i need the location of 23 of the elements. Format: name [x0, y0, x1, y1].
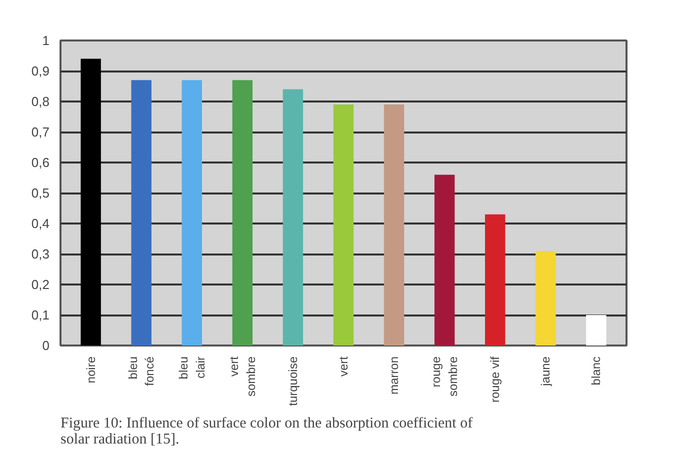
x-tick-label: vert: [336, 356, 350, 377]
y-tick-label: 0,6: [31, 155, 50, 170]
x-tick-label: rouge sombre: [429, 356, 460, 397]
x-tick-label: bleu clair: [176, 356, 208, 380]
y-tick-label: 0,5: [31, 186, 50, 200]
y-tick-label: 1: [42, 33, 50, 48]
x-tick-label: turquoise: [286, 356, 300, 406]
y-tick-label: 0,2: [31, 277, 50, 292]
x-tick-label: marron: [387, 356, 402, 395]
x-tick-label: rouge vif: [488, 356, 502, 403]
x-tick-label: vert sombre: [227, 356, 258, 397]
x-tick-label: blanc: [589, 356, 604, 386]
y-tick-label: 0,7: [31, 124, 50, 140]
y-tick-label: 0: [42, 338, 50, 353]
y-tick-label: 0,4: [31, 216, 50, 231]
x-tick-label: jaune: [538, 356, 553, 387]
y-tick-label: 0,3: [31, 246, 50, 262]
y-tick-label: 0,9: [31, 64, 50, 78]
y-tick-label: 0,1: [31, 308, 50, 322]
x-tick-label: noire: [84, 356, 98, 384]
caption: Figure 10: Influence of surface color on the absorption coefficient of solar radiation [15].: [60, 416, 473, 448]
y-tick-label: 0,8: [31, 94, 50, 109]
x-tick-label: bleu foncé: [126, 356, 157, 386]
